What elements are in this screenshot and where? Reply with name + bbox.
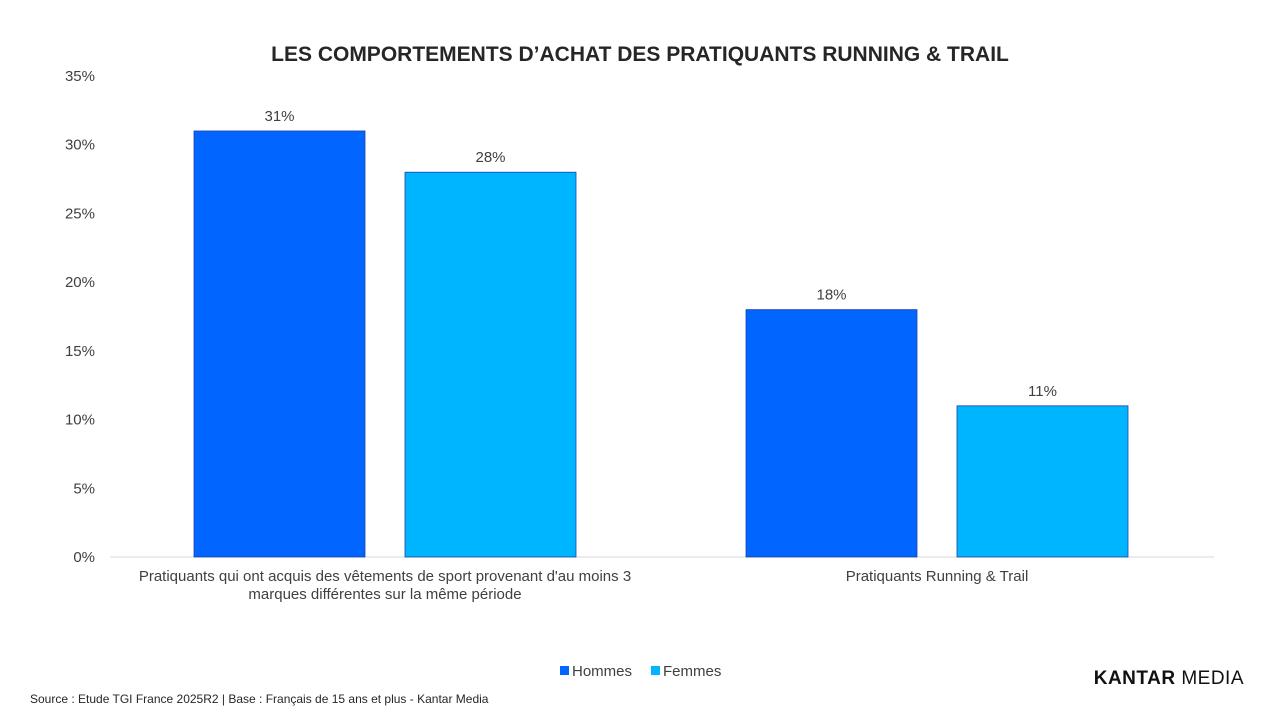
y-axis: 0% 5% 10% 15% 20% 25% 30% 35% <box>65 68 95 566</box>
category-label: Pratiquants Running & Trail <box>846 568 1029 585</box>
bar-labels: 31% 18% 28% 11% <box>264 108 1056 400</box>
category-label-line: Pratiquants Running & Trail <box>846 568 1029 585</box>
bars <box>193 130 1129 558</box>
y-tick-label: 15% <box>65 343 95 360</box>
y-tick-label: 30% <box>65 137 95 154</box>
y-tick-label: 0% <box>73 549 95 566</box>
y-tick-label: 5% <box>73 480 95 497</box>
legend: Hommes Femmes <box>560 663 721 680</box>
bar-hommes <box>193 130 366 558</box>
category-labels: Pratiquants qui ont acquis des vêtements… <box>139 568 1028 603</box>
brand-logo-bold: KANTAR <box>1093 668 1176 689</box>
bar-hommes <box>745 309 918 558</box>
bar-value-label: 28% <box>475 149 505 166</box>
bar-value-label: 18% <box>816 287 846 304</box>
legend-swatch-hommes <box>560 666 569 675</box>
y-tick-label: 10% <box>65 412 95 429</box>
legend-label-femmes: Femmes <box>663 663 721 680</box>
y-tick-label: 20% <box>65 274 95 291</box>
bar-value-label: 11% <box>1028 383 1057 400</box>
category-label-line: Pratiquants qui ont acquis des vêtements… <box>139 568 631 585</box>
category-label: Pratiquants qui ont acquis des vêtements… <box>139 568 631 603</box>
brand-logo-light: MEDIA <box>1175 668 1244 689</box>
y-tick-label: 35% <box>65 68 95 85</box>
bar-femmes <box>404 171 577 558</box>
legend-swatch-femmes <box>651 666 660 675</box>
chart-title: LES COMPORTEMENTS D’ACHAT DES PRATIQUANT… <box>271 43 1009 66</box>
bar-femmes <box>956 405 1129 558</box>
brand-logo: KANTAR MEDIA <box>1094 668 1244 690</box>
legend-label-hommes: Hommes <box>572 663 632 680</box>
bar-value-label: 31% <box>264 108 294 125</box>
source-note: Source : Etude TGI France 2025R2 | Base … <box>30 692 489 706</box>
y-tick-label: 25% <box>65 205 95 222</box>
category-label-line: marques différentes sur la même période <box>248 586 521 603</box>
